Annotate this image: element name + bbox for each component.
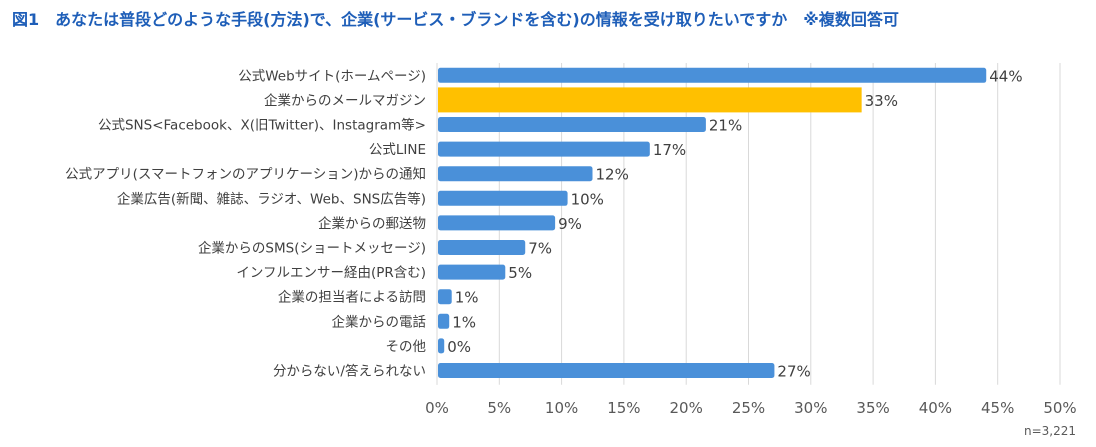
bar bbox=[438, 141, 650, 157]
category-label: 公式LINE bbox=[369, 142, 426, 158]
x-tick-label: 40% bbox=[919, 399, 952, 417]
bar bbox=[438, 117, 706, 132]
value-label: 44% bbox=[989, 67, 1022, 85]
category-label: その他 bbox=[386, 339, 427, 355]
value-label: 0% bbox=[447, 338, 471, 356]
category-label: 分からない/答えられない bbox=[273, 363, 426, 380]
bar bbox=[438, 166, 593, 182]
bar bbox=[438, 338, 445, 354]
x-tick-label: 10% bbox=[545, 399, 578, 417]
value-label: 10% bbox=[571, 190, 604, 208]
category-labels: 公式Webサイト(ホームページ) 企業からのメールマガジン公式SNS<Facebo… bbox=[65, 68, 426, 379]
value-label: 12% bbox=[596, 166, 629, 184]
value-label: 33% bbox=[865, 92, 898, 110]
bar bbox=[438, 240, 526, 255]
value-label: 21% bbox=[709, 117, 742, 135]
category-label: インフルエンサー経由(PR含む) bbox=[236, 265, 426, 281]
gridlines bbox=[436, 63, 1061, 385]
category-label: 企業からのSMS(ショートメッセージ) bbox=[198, 240, 426, 257]
bar bbox=[438, 190, 568, 206]
x-tick-label: 0% bbox=[425, 399, 449, 417]
x-tick-label: 15% bbox=[607, 399, 640, 417]
category-label: 企業の担当者による訪問 bbox=[278, 289, 426, 306]
x-tick-label: 50% bbox=[1043, 399, 1076, 417]
category-label: 公式Webサイト(ホームページ) bbox=[238, 68, 426, 84]
category-label: 公式SNS<Facebook、X(旧Twitter)、Instagram等> bbox=[98, 117, 426, 134]
x-tick-label: 25% bbox=[732, 399, 765, 417]
value-label: 1% bbox=[452, 313, 476, 331]
x-tick-label: 35% bbox=[856, 399, 889, 417]
bar bbox=[438, 67, 987, 83]
category-label: 企業広告(新聞、雑誌、ラジオ、Web、SNS広告等) bbox=[117, 190, 426, 207]
bar bbox=[438, 363, 775, 378]
value-labels: 44% 33% 21% 17% 12% 10% 9% 7% 5% 1% 1% 0% 27% bbox=[447, 67, 1022, 380]
x-tick-label: 5% bbox=[487, 399, 511, 417]
bar bbox=[438, 313, 450, 329]
value-label: 17% bbox=[653, 141, 686, 159]
value-label: 7% bbox=[528, 240, 552, 258]
x-axis-ticks: 0% 5% 10% 15% 20% 25% 30% 35% 40% 45% 50% bbox=[425, 399, 1077, 417]
chart-title: 図1 あなたは普段どのような手段(方法)で、企業(サービス・ブランドを含む)の情… bbox=[12, 10, 899, 29]
bar bbox=[438, 87, 862, 113]
bar bbox=[438, 215, 556, 231]
value-label: 1% bbox=[455, 289, 479, 307]
x-tick-label: 30% bbox=[794, 399, 827, 417]
bar bbox=[438, 264, 506, 280]
x-tick-label: 20% bbox=[670, 399, 703, 417]
value-label: 27% bbox=[777, 363, 810, 381]
value-label: 9% bbox=[558, 215, 582, 233]
category-label: 企業からの郵送物 bbox=[318, 215, 426, 232]
bars bbox=[438, 67, 987, 378]
bar bbox=[438, 289, 452, 305]
value-label: 5% bbox=[508, 264, 532, 282]
category-label: 企業からのメールマガジン bbox=[264, 92, 426, 109]
sample-size-note: n=3,221 bbox=[1023, 424, 1076, 438]
x-tick-label: 45% bbox=[981, 399, 1014, 417]
category-label: 公式アプリ(スマートフォンのアプリケーション)からの通知 bbox=[65, 166, 426, 183]
category-label: 企業からの電話 bbox=[332, 313, 427, 330]
